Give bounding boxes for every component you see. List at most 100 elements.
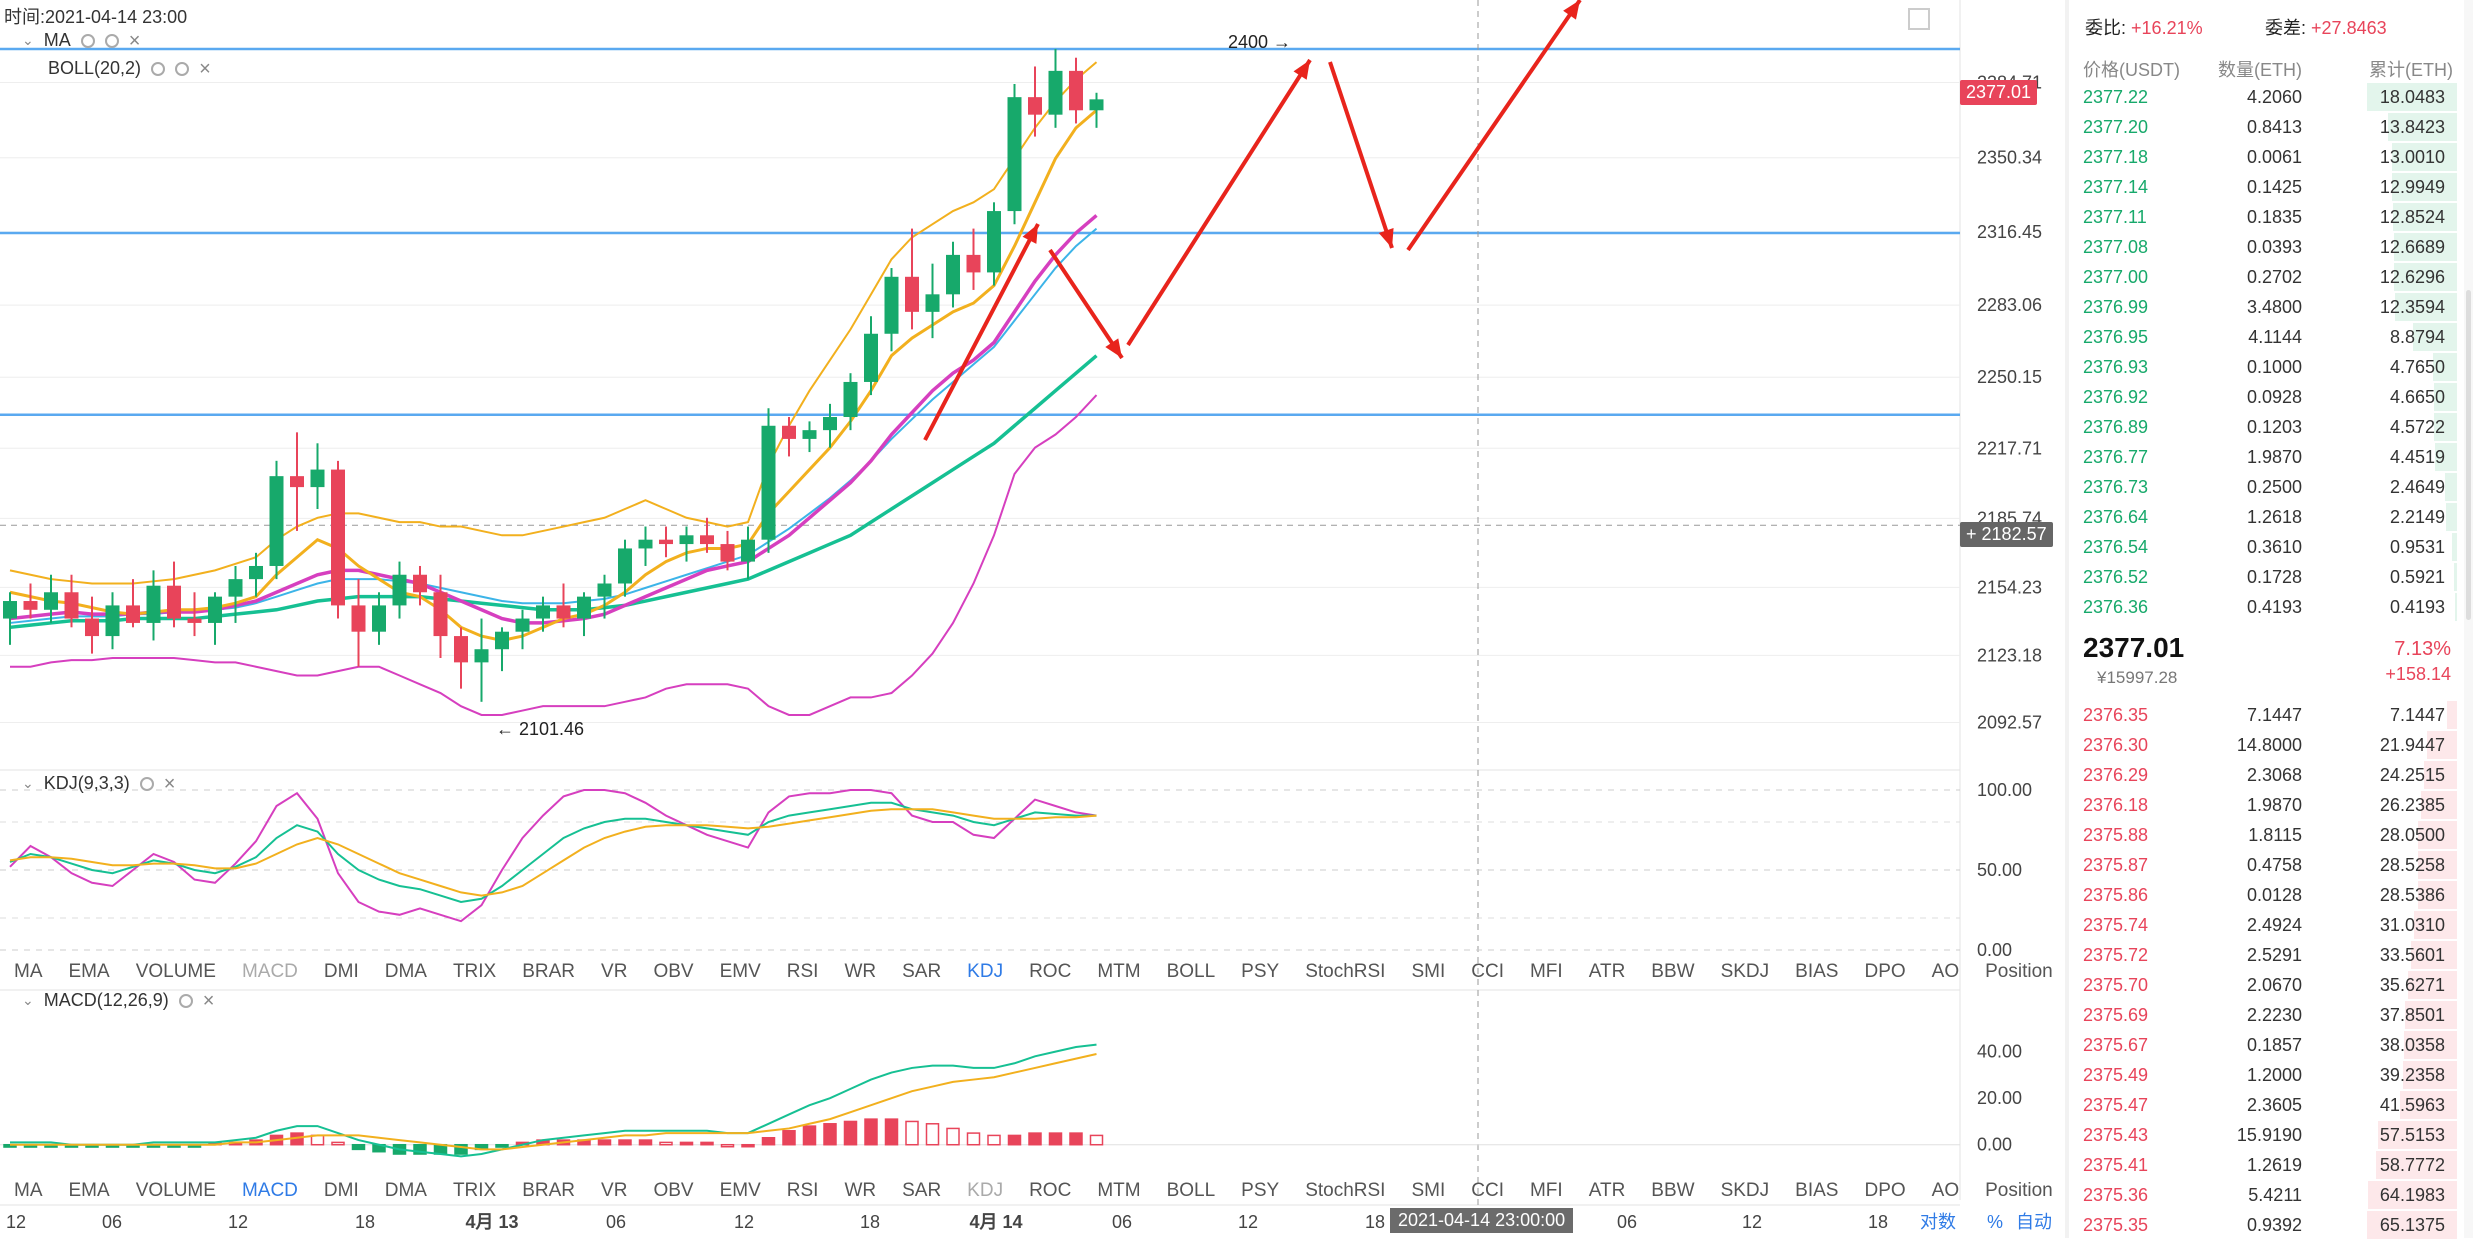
indicator-tab-cci[interactable]: CCI: [1471, 1180, 1504, 1201]
indicator-tab-position[interactable]: Position: [1985, 961, 2053, 982]
fullscreen-icon[interactable]: [1908, 8, 1930, 30]
indicator-tab-vr[interactable]: VR: [601, 961, 628, 982]
indicator-tab-sar[interactable]: SAR: [902, 961, 942, 982]
eye-icon[interactable]: [151, 61, 166, 76]
order-book-row[interactable]: 2377.00 0.2702 12.6296: [2065, 262, 2457, 292]
indicator-tab-atr[interactable]: ATR: [1588, 1180, 1626, 1201]
indicator-tab-psy[interactable]: PSY: [1241, 961, 1280, 982]
indicator-tab-trix[interactable]: TRIX: [452, 961, 497, 982]
indicator-tab-vr[interactable]: VR: [601, 1180, 628, 1201]
order-book-row[interactable]: 2375.49 1.2000 39.2358: [2065, 1060, 2457, 1090]
indicator-tab-volume[interactable]: VOLUME: [135, 1180, 216, 1201]
order-book-row[interactable]: 2375.67 0.1857 38.0358: [2065, 1030, 2457, 1060]
eye-icon[interactable]: [80, 33, 95, 48]
indicator-tab-smi[interactable]: SMI: [1411, 961, 1446, 982]
scale-button[interactable]: %: [1987, 1212, 2003, 1232]
indicator-tab-kdj[interactable]: KDJ: [967, 961, 1004, 982]
indicator-tab-dma[interactable]: DMA: [384, 961, 427, 982]
indicator-tab-mfi[interactable]: MFI: [1529, 1180, 1563, 1201]
indicator-tab-bbw[interactable]: BBW: [1651, 961, 1695, 982]
close-icon[interactable]: ×: [128, 29, 141, 52]
indicator-tab-boll[interactable]: BOLL: [1166, 1180, 1216, 1201]
indicator-tab-cci[interactable]: CCI: [1471, 961, 1504, 982]
settings-icon[interactable]: [178, 993, 193, 1008]
order-book-row[interactable]: 2376.89 0.1203 4.5722: [2065, 412, 2457, 442]
settings-icon[interactable]: [104, 33, 119, 48]
scrollbar-thumb[interactable]: [2466, 290, 2471, 620]
order-book-row[interactable]: 2376.99 3.4800 12.3594: [2065, 292, 2457, 322]
indicator-tab-ma[interactable]: MA: [14, 1180, 43, 1201]
indicator-tab-stochrsi[interactable]: StochRSI: [1305, 1180, 1386, 1201]
chevron-down-icon[interactable]: ⌄: [22, 32, 34, 48]
order-book-row[interactable]: 2375.47 2.3605 41.5963: [2065, 1090, 2457, 1120]
scale-button[interactable]: 自动: [2016, 1212, 2052, 1232]
indicator-tab-position[interactable]: Position: [1985, 1180, 2053, 1201]
scale-button[interactable]: 对数: [1920, 1212, 1956, 1232]
scrollbar[interactable]: [2464, 0, 2473, 1238]
order-book-row[interactable]: 2375.41 1.2619 58.7772: [2065, 1150, 2457, 1180]
indicator-tab-rsi[interactable]: RSI: [786, 961, 819, 982]
order-book-row[interactable]: 2376.73 0.2500 2.4649: [2065, 472, 2457, 502]
order-book-row[interactable]: 2376.52 0.1728 0.5921: [2065, 562, 2457, 592]
indicator-tab-mtm[interactable]: MTM: [1097, 961, 1141, 982]
indicator-tab-ao[interactable]: AO: [1931, 1180, 1960, 1201]
order-book-row[interactable]: 2375.69 2.2230 37.8501: [2065, 1000, 2457, 1030]
order-book-row[interactable]: 2375.86 0.0128 28.5386: [2065, 880, 2457, 910]
close-icon[interactable]: ×: [199, 57, 211, 80]
indicator-tab-macd[interactable]: MACD: [241, 1180, 298, 1201]
indicator-tab-atr[interactable]: ATR: [1588, 961, 1626, 982]
close-icon[interactable]: ×: [163, 772, 176, 795]
indicator-tab-bbw[interactable]: BBW: [1651, 1180, 1695, 1201]
indicator-tab-roc[interactable]: ROC: [1029, 1180, 1072, 1201]
ma-overlay-label[interactable]: ⌄ MA ×: [22, 30, 140, 51]
order-book-row[interactable]: 2375.70 2.0670 35.6271: [2065, 970, 2457, 1000]
order-book-row[interactable]: 2375.36 5.4211 64.1983: [2065, 1180, 2457, 1210]
order-book-row[interactable]: 2377.14 0.1425 12.9949: [2065, 172, 2457, 202]
crosshair-plus-icon[interactable]: +: [1966, 524, 1977, 544]
order-book-row[interactable]: 2376.54 0.3610 0.9531: [2065, 532, 2457, 562]
splitter-handle[interactable]: [2065, 0, 2069, 1238]
order-book-row[interactable]: 2376.29 2.3068 24.2515: [2065, 760, 2457, 790]
order-book-row[interactable]: 2377.08 0.0393 12.6689: [2065, 232, 2457, 262]
order-book-row[interactable]: 2376.30 14.8000 21.9447: [2065, 730, 2457, 760]
order-book-row[interactable]: 2376.64 1.2618 2.2149: [2065, 502, 2457, 532]
order-book-row[interactable]: 2375.74 2.4924 31.0310: [2065, 910, 2457, 940]
indicator-tab-ma[interactable]: MA: [14, 961, 43, 982]
order-book-row[interactable]: 2377.22 4.2060 18.0483: [2065, 82, 2457, 112]
indicator-tab-emv[interactable]: EMV: [719, 961, 761, 982]
indicator-tab-ao[interactable]: AO: [1931, 961, 1960, 982]
indicator-tab-mfi[interactable]: MFI: [1529, 961, 1563, 982]
indicator-tab-sar[interactable]: SAR: [902, 1180, 942, 1201]
order-book-row[interactable]: 2375.88 1.8115 28.0500: [2065, 820, 2457, 850]
indicator-tab-dpo[interactable]: DPO: [1864, 1180, 1906, 1201]
indicator-tab-ema[interactable]: EMA: [68, 961, 110, 982]
order-book-row[interactable]: 2376.36 0.4193 0.4193: [2065, 592, 2457, 622]
order-book-row[interactable]: 2376.92 0.0928 4.6650: [2065, 382, 2457, 412]
order-book-row[interactable]: 2375.72 2.5291 33.5601: [2065, 940, 2457, 970]
indicator-tab-wr[interactable]: WR: [844, 961, 877, 982]
indicator-tab-stochrsi[interactable]: StochRSI: [1305, 961, 1386, 982]
indicator-tab-dpo[interactable]: DPO: [1864, 961, 1906, 982]
indicator-tab-boll[interactable]: BOLL: [1166, 961, 1216, 982]
indicator-tab-bias[interactable]: BIAS: [1795, 961, 1839, 982]
indicator-tab-trix[interactable]: TRIX: [452, 1180, 497, 1201]
indicator-tab-brar[interactable]: BRAR: [522, 961, 576, 982]
settings-icon[interactable]: [139, 776, 154, 791]
indicator-tab-ema[interactable]: EMA: [68, 1180, 110, 1201]
chart-canvas[interactable]: 2384.712350.342316.452283.062250.152217.…: [0, 0, 2060, 1238]
order-book-row[interactable]: 2375.43 15.9190 57.5153: [2065, 1120, 2457, 1150]
indicator-tab-emv[interactable]: EMV: [719, 1180, 761, 1201]
close-icon[interactable]: ×: [202, 989, 215, 1012]
indicator-tab-dma[interactable]: DMA: [384, 1180, 427, 1201]
indicator-tab-smi[interactable]: SMI: [1411, 1180, 1446, 1201]
indicator-tab-macd[interactable]: MACD: [241, 961, 298, 982]
order-book-row[interactable]: 2376.35 7.1447 7.1447: [2065, 700, 2457, 730]
indicator-tab-roc[interactable]: ROC: [1029, 961, 1072, 982]
indicator-tab-skdj[interactable]: SKDJ: [1720, 1180, 1770, 1201]
order-book-row[interactable]: 2376.95 4.1144 8.8794: [2065, 322, 2457, 352]
indicator-tab-bias[interactable]: BIAS: [1795, 1180, 1839, 1201]
indicator-tab-wr[interactable]: WR: [844, 1180, 877, 1201]
indicator-tab-volume[interactable]: VOLUME: [135, 961, 216, 982]
order-book-row[interactable]: 2376.77 1.9870 4.4519: [2065, 442, 2457, 472]
